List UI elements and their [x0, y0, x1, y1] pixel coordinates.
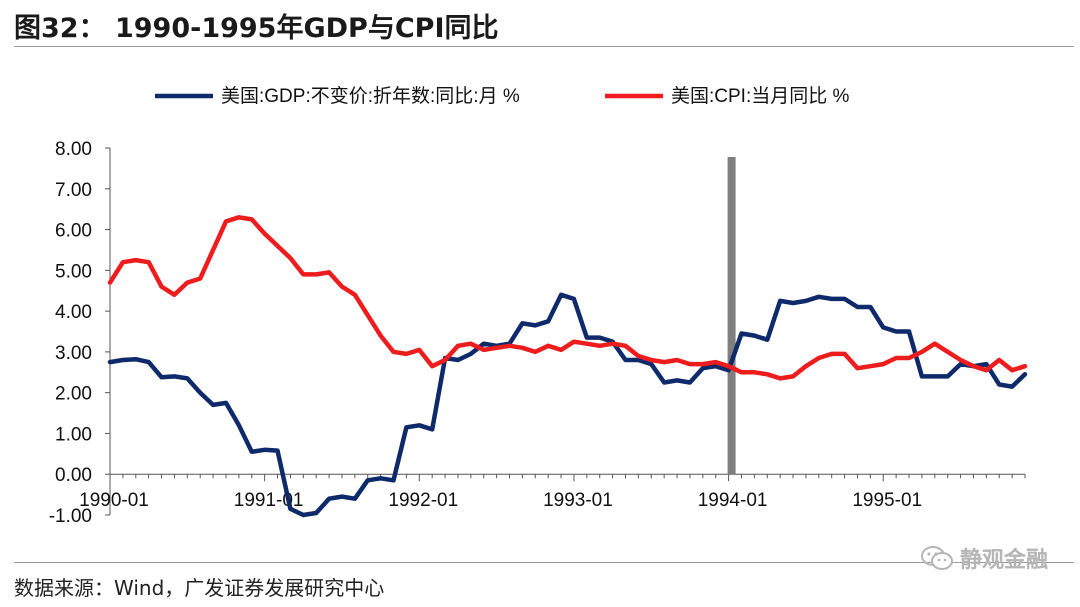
gdp-series-line — [107, 292, 1028, 518]
y-tick-label: 1.00 — [55, 424, 92, 445]
header: 图32： 1990-1995年GDP与CPI同比 — [0, 0, 1080, 48]
source-note: 数据来源：Wind，广发证券发展研究中心 — [14, 576, 385, 600]
title-divider — [14, 46, 1074, 47]
y-tick-label: 4.00 — [55, 302, 92, 323]
x-tick-label: 1990-01 — [79, 490, 149, 511]
y-tick-label: -1.00 — [49, 506, 92, 527]
legend-label-gdp: 美国:GDP:不变价:折年数:同比:月 % — [221, 85, 520, 107]
footer-divider — [14, 562, 1074, 563]
series-lines — [107, 215, 1028, 518]
vertical-marker — [727, 157, 736, 475]
y-tick-label: 7.00 — [55, 180, 92, 201]
watermark-text: 静观金融 — [959, 548, 1048, 573]
y-tick-label: 0.00 — [55, 465, 92, 486]
legend-label-cpi: 美国:CPI:当月同比 % — [671, 85, 850, 107]
marker-bar-1994-01 — [727, 157, 736, 475]
y-tick-label: 3.00 — [55, 343, 92, 364]
line-chart: 美国:GDP:不变价:折年数:同比:月 % 美国:CPI:当月同比 % 8.00 7… — [49, 85, 1028, 527]
y-tick-label: 6.00 — [55, 221, 92, 242]
y-tick-label: 8.00 — [55, 139, 92, 160]
y-tick-label: 5.00 — [55, 261, 92, 282]
x-axis: 1990-01 1991-01 1992-01 1993-01 1994-01 1995-… — [79, 473, 1026, 511]
y-axis: 8.00 7.00 6.00 5.00 4.00 3.00 2.00 1.00 0.00 -1.0… — [49, 139, 111, 527]
x-tick-label: 1993-01 — [543, 490, 613, 511]
chart-title: 图32： 1990-1995年GDP与CPI同比 — [14, 13, 499, 44]
wechat-icon — [920, 546, 953, 570]
cpi-series-line — [107, 215, 1028, 381]
x-tick-label: 1992-01 — [388, 490, 458, 511]
x-tick-label: 1995-01 — [852, 490, 922, 511]
watermark: 静观金融 — [920, 542, 1048, 574]
legend: 美国:GDP:不变价:折年数:同比:月 % 美国:CPI:当月同比 % — [155, 85, 850, 107]
y-tick-label: 2.00 — [55, 384, 92, 405]
x-tick-label: 1994-01 — [698, 490, 768, 511]
